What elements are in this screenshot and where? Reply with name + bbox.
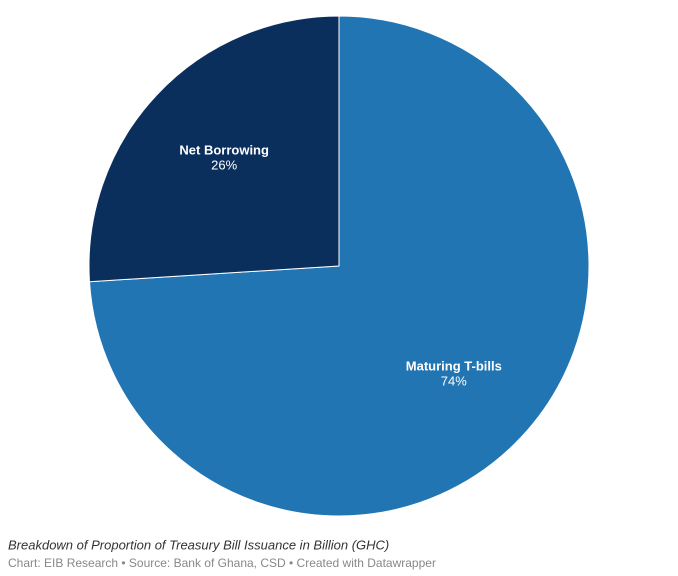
value-label: 26% — [211, 158, 237, 173]
slice-label: Net Borrowing — [179, 143, 269, 158]
pie-slice — [88, 15, 340, 283]
chart-title: Breakdown of Proportion of Treasury Bill… — [8, 537, 389, 552]
slice-label: Maturing T-bills — [406, 358, 502, 373]
chart-source: Chart: EIB Research • Source: Bank of Gh… — [8, 556, 436, 570]
value-label: 74% — [441, 373, 467, 388]
